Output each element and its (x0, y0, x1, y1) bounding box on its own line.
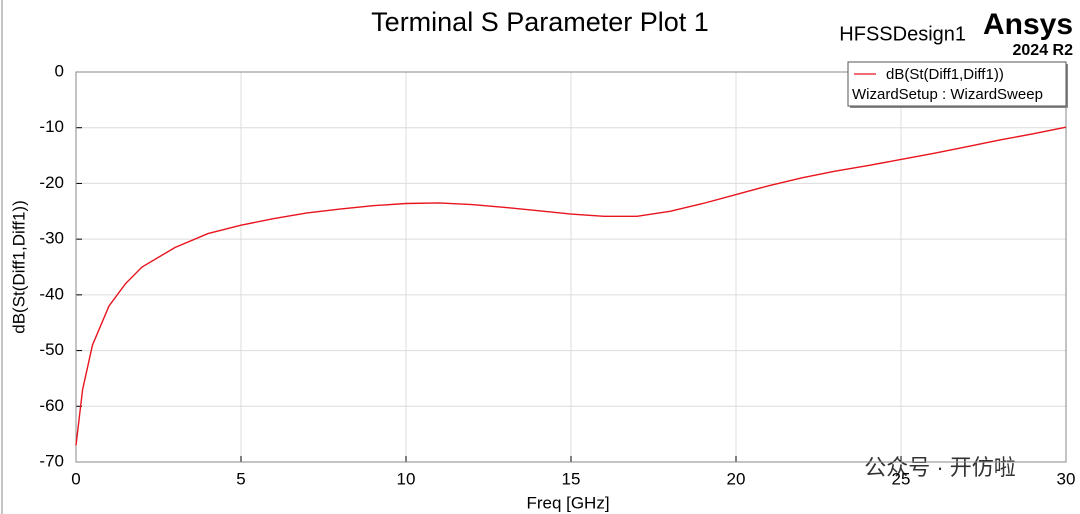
plot-frame (75, 71, 1067, 463)
y-tick-label: -70 (39, 451, 64, 470)
x-tick-label: 0 (71, 469, 80, 488)
x-tick-label: 30 (1057, 469, 1076, 488)
design-name: HFSSDesign1 (839, 23, 966, 45)
y-tick-label: -30 (39, 229, 64, 248)
x-tick-label: 10 (397, 469, 416, 488)
x-tick-label: 15 (562, 469, 581, 488)
legend-label: dB(St(Diff1,Diff1)) (886, 66, 1004, 83)
y-axis-label: dB(St(Diff1,Diff1)) (9, 200, 28, 334)
version: 2024 R2 (1013, 42, 1074, 59)
legend-box (847, 61, 1067, 107)
y-tick-label: -10 (39, 117, 64, 136)
legend-setup: WizardSetup : WizardSweep (852, 86, 1043, 103)
chart-title: Terminal S Parameter Plot 1 (371, 7, 709, 37)
y-tick-label: -50 (39, 340, 64, 359)
y-tick-label: 0 (55, 61, 64, 80)
data-line (75, 126, 1067, 446)
x-tick-label: 20 (727, 469, 746, 488)
watermark: 公众号 · 开仿啦 (864, 455, 1016, 480)
y-tick-label: -40 (39, 284, 64, 303)
x-axis-label: Freq [GHz] (526, 493, 609, 512)
x-tick-label: 5 (236, 469, 245, 488)
y-tick-label: -20 (39, 173, 64, 192)
y-tick-label: -60 (39, 396, 64, 415)
x-tick-label: 25 (892, 469, 911, 488)
brand: Ansys (983, 8, 1073, 41)
